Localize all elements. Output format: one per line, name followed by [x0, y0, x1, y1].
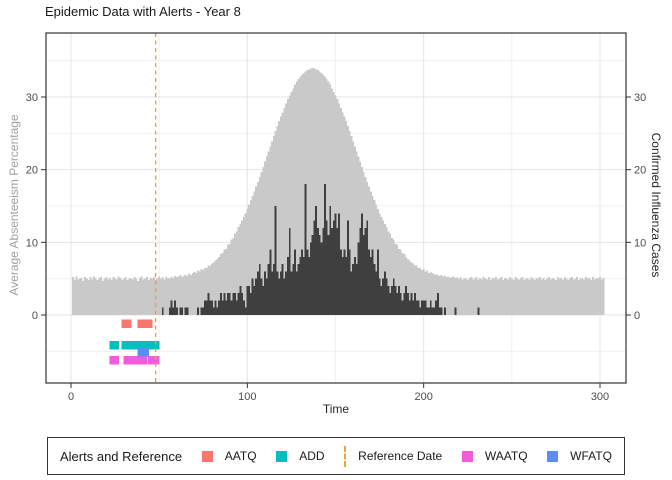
panel-border [45, 32, 627, 384]
wfatq-swatch-icon [547, 450, 559, 462]
legend-item-label: WAATQ [484, 449, 528, 463]
svg-text:100: 100 [238, 391, 256, 403]
alert-markers-waatq [109, 356, 160, 365]
legend-item-label: WFATQ [570, 449, 612, 463]
alert-markers-add [109, 340, 160, 350]
legend-item-label: Reference Date [358, 449, 443, 463]
svg-text:0: 0 [634, 310, 640, 322]
svg-text:20: 20 [634, 165, 646, 177]
legend-title: Alerts and Reference [60, 448, 183, 464]
series-cases [161, 184, 480, 315]
chart-title: Epidemic Data with Alerts - Year 8 [45, 4, 241, 19]
svg-text:20: 20 [26, 165, 38, 177]
legend-item-add: ADD [276, 449, 325, 463]
legend-item-wfatq: WFATQ [547, 449, 612, 463]
legend-item-waatq: WAATQ [461, 449, 528, 463]
legend-item-label: AATQ [224, 449, 257, 463]
legend-item-label: ADD [299, 449, 325, 463]
aatq-swatch-icon [201, 450, 213, 462]
alert-markers-wfatq [137, 348, 149, 357]
y-axis-title-left: Average Absenteeism Percentage [7, 114, 21, 296]
reference-date-line-icon [344, 445, 347, 467]
svg-text:30: 30 [634, 92, 646, 104]
add-swatch-icon [276, 450, 288, 462]
svg-text:200: 200 [414, 391, 432, 403]
svg-text:30: 30 [26, 92, 38, 104]
axis-ticks [41, 96, 631, 388]
x-axis-title: Time [322, 402, 350, 416]
legend-item-reference-date: Reference Date [344, 445, 443, 467]
svg-text:300: 300 [591, 391, 609, 403]
alert-markers-aatq [121, 319, 153, 329]
svg-text:10: 10 [26, 237, 38, 249]
svg-text:0: 0 [68, 391, 74, 403]
legend-item-aatq: AATQ [201, 449, 257, 463]
svg-text:10: 10 [634, 237, 646, 249]
legend: Alerts and Reference AATQ ADD Reference … [47, 437, 625, 475]
waatq-swatch-icon [461, 450, 473, 462]
y-axis-title-right: Confirmed Influenza Cases [649, 132, 663, 278]
svg-text:0: 0 [32, 310, 38, 322]
